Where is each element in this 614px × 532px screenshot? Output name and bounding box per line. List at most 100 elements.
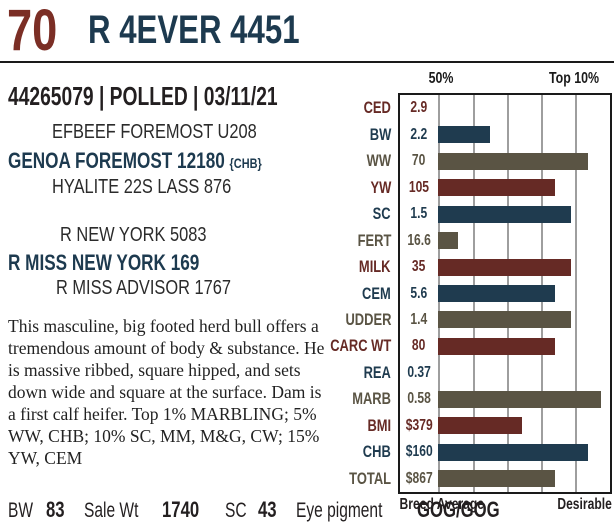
chart-bar xyxy=(438,443,588,461)
animal-title-text: R 4EVER 4451 xyxy=(88,8,300,52)
chart-bar-track xyxy=(438,386,610,412)
chart-bar xyxy=(438,337,555,355)
chart-row: 35 xyxy=(400,254,610,280)
chart-row: 1.5 xyxy=(400,201,610,227)
axis-label-50pct: 50% xyxy=(428,70,454,87)
stat-value: 1740 xyxy=(161,497,200,522)
chart-row-value: 5.6 xyxy=(400,285,438,303)
epd-chart: 2.9 2.2 70 105 1.5 16.6 35 5.6 1.4 80 0.37 0.58 $379… xyxy=(398,93,612,494)
stat-label: SC xyxy=(224,499,247,522)
pedigree-sire-name: GENOA FOREMOST 12180 xyxy=(8,148,225,173)
chart-row: $867 xyxy=(400,466,610,492)
chart-row: 0.37 xyxy=(400,360,610,386)
chart-row-label: CEM xyxy=(318,280,394,306)
chart-row: 2.9 xyxy=(400,95,610,121)
chart-row-value-text: 70 xyxy=(412,152,426,170)
chart-bar xyxy=(438,285,555,303)
chart-row-label: CED xyxy=(318,95,394,121)
chart-row-value: 0.58 xyxy=(400,390,438,408)
chart-row-label: YW xyxy=(318,174,394,200)
description-paragraph: This masculine, big footed herd bull off… xyxy=(8,316,325,468)
chart-bar-track xyxy=(438,413,610,439)
chart-row-value-text: 80 xyxy=(412,337,426,355)
pedigree-sire-dam-text: HYALITE 22S LASS 876 xyxy=(52,176,232,198)
chart-row-value: $379 xyxy=(400,417,438,435)
chart-row-label: TOTAL xyxy=(318,466,394,492)
stat-label: Sale Wt xyxy=(84,499,139,522)
chart-row-label-text: CARC WT xyxy=(329,336,391,356)
pedigree-sire: GENOA FOREMOST 12180 {CHB} xyxy=(8,148,333,174)
chart-row-value-text: 2.2 xyxy=(410,125,428,143)
chart-row: 0.58 xyxy=(400,386,610,412)
chart-row: 105 xyxy=(400,174,610,200)
chart-row-label: CHB xyxy=(318,439,394,465)
chart-row-value: 0.37 xyxy=(400,364,438,382)
chart-bar xyxy=(438,311,572,329)
pedigree-dam: R MISS NEW YORK 169 xyxy=(8,250,253,276)
chart-row-label: FERT xyxy=(318,227,394,253)
chart-row-label-text: UDDER xyxy=(345,309,391,329)
chart-bar-track xyxy=(438,95,610,121)
lot-number: 70 xyxy=(7,2,72,60)
chart-row-value: $867 xyxy=(400,470,438,488)
lot-number-text: 70 xyxy=(7,0,58,63)
chart-row-label-text: SC xyxy=(373,204,391,224)
chart-bar xyxy=(438,417,523,435)
pedigree-sire-suffix: {CHB} xyxy=(229,155,262,171)
registration-line: 44265079 | POLLED | 03/11/21 xyxy=(8,81,372,112)
pedigree-dam-text: R MISS NEW YORK 169 xyxy=(8,250,200,275)
chart-row-value-text: 1.4 xyxy=(410,310,428,328)
chart-row-value: $160 xyxy=(400,443,438,461)
pedigree-dam-dam-text: R MISS ADVISOR 1767 xyxy=(56,277,232,299)
chart-row-label: MARB xyxy=(318,386,394,412)
chart-row-value: 35 xyxy=(400,258,438,276)
chart-row-value: 1.5 xyxy=(400,205,438,223)
chart-axis-bottom: Breed Average Desirable xyxy=(398,496,612,514)
chart-row-value-text: 105 xyxy=(408,178,430,196)
chart-row: 80 xyxy=(400,333,610,359)
stat-label: BW xyxy=(8,499,34,522)
chart-row-value-text: 0.37 xyxy=(407,363,431,381)
chart-bar-track xyxy=(438,201,610,227)
chart-row-label-text: TOTAL xyxy=(349,468,391,488)
chart-bar xyxy=(438,258,572,276)
stat-item: BW 83 xyxy=(8,497,70,523)
chart-bar xyxy=(438,179,555,197)
chart-row-value: 2.9 xyxy=(400,99,438,117)
pedigree-dam-sire-text: R NEW YORK 5083 xyxy=(60,224,207,246)
chart-row-label-text: MILK xyxy=(359,257,391,277)
chart-bar xyxy=(438,232,458,250)
axis-label-desirable: Desirable xyxy=(557,496,612,513)
pedigree-sire-sire-text: EFBEEF FOREMOST U208 xyxy=(52,121,257,143)
chart-row-value-text: 5.6 xyxy=(410,284,428,302)
chart-row: 1.4 xyxy=(400,307,610,333)
stats-line: BW 83 Sale Wt 1740 SC 43 Eye pigment GOG/GOG xyxy=(8,497,526,523)
chart-row: $160 xyxy=(400,439,610,465)
chart-row: 70 xyxy=(400,148,610,174)
chart-row-value-text: $867 xyxy=(405,469,433,487)
chart-row-value-text: 35 xyxy=(412,258,426,276)
chart-bar-track xyxy=(438,307,610,333)
header-divider xyxy=(0,61,614,63)
stat-item: Sale Wt 1740 xyxy=(84,497,210,523)
chart-bar xyxy=(438,390,602,408)
pedigree-dam-sire: R NEW YORK 5083 xyxy=(60,224,239,247)
axis-label-top10pct: Top 10% xyxy=(548,70,600,87)
chart-bar xyxy=(438,205,572,223)
chart-row-value-text: $379 xyxy=(405,416,433,434)
chart-row-label: BMI xyxy=(318,413,394,439)
chart-row-label: UDDER xyxy=(318,307,394,333)
chart-row-label-text: WW xyxy=(366,151,391,171)
chart-bar xyxy=(438,470,555,488)
chart-bar xyxy=(438,152,588,170)
stat-item: SC 43 xyxy=(225,497,283,523)
axis-label-breed-average: Breed Average xyxy=(399,496,485,513)
chart-rows: 2.9 2.2 70 105 1.5 16.6 35 5.6 1.4 80 0.37 0.58 $379… xyxy=(400,95,610,492)
pedigree-sire-sire: EFBEEF FOREMOST U208 xyxy=(52,121,302,144)
chart-bar-track xyxy=(438,466,610,492)
chart-row-label-text: YW xyxy=(370,177,391,197)
chart-row-value: 105 xyxy=(400,179,438,197)
chart-row-label-text: BW xyxy=(369,124,391,144)
chart-bar-track xyxy=(438,439,610,465)
